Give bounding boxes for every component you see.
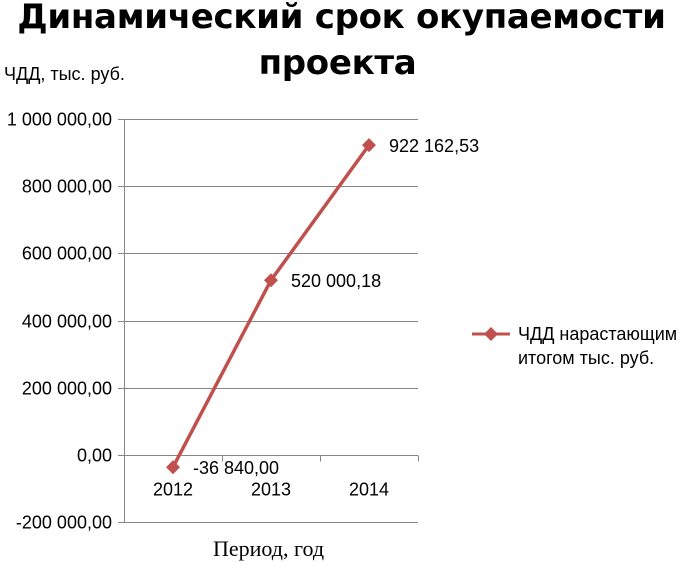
y-tick-label: 0,00 — [77, 446, 112, 466]
chart-title: Динамический срок окупаемости проекта — [0, 0, 683, 86]
data-label: 520 000,18 — [291, 271, 381, 291]
y-tick-label: 800 000,00 — [22, 177, 112, 197]
y-tick-label: 600 000,00 — [22, 244, 112, 264]
y-tick-label: -200 000,00 — [16, 513, 112, 533]
data-label: 922 162,53 — [389, 136, 479, 156]
legend-swatch — [472, 327, 510, 341]
series-line — [171, 144, 371, 469]
data-point — [362, 138, 376, 153]
y-tick-label: 1 000 000,00 — [7, 110, 112, 130]
y-tick-label: 200 000,00 — [22, 379, 112, 399]
x-tick-label: 2012 — [153, 480, 193, 500]
data-point — [264, 273, 278, 288]
data-point — [166, 460, 180, 475]
legend-label: ЧДД нарастающим итогом тыс. руб. — [518, 322, 677, 370]
x-tick-label: 2014 — [349, 480, 389, 500]
legend-label-line-2: итогом тыс. руб. — [518, 348, 655, 368]
x-axis-label: Период, год — [213, 536, 325, 561]
legend-label-line-1: ЧДД нарастающим — [518, 324, 678, 344]
x-tick-label: 2013 — [251, 480, 291, 500]
chart-title-line-2: проекта — [258, 43, 417, 83]
y-tick-label: 400 000,00 — [22, 312, 112, 332]
data-label: -36 840,00 — [193, 458, 279, 478]
chart-title-line-1: Динамический срок окупаемости — [17, 0, 666, 37]
y-axis-label: ЧДД, тыс. руб. — [4, 64, 125, 84]
